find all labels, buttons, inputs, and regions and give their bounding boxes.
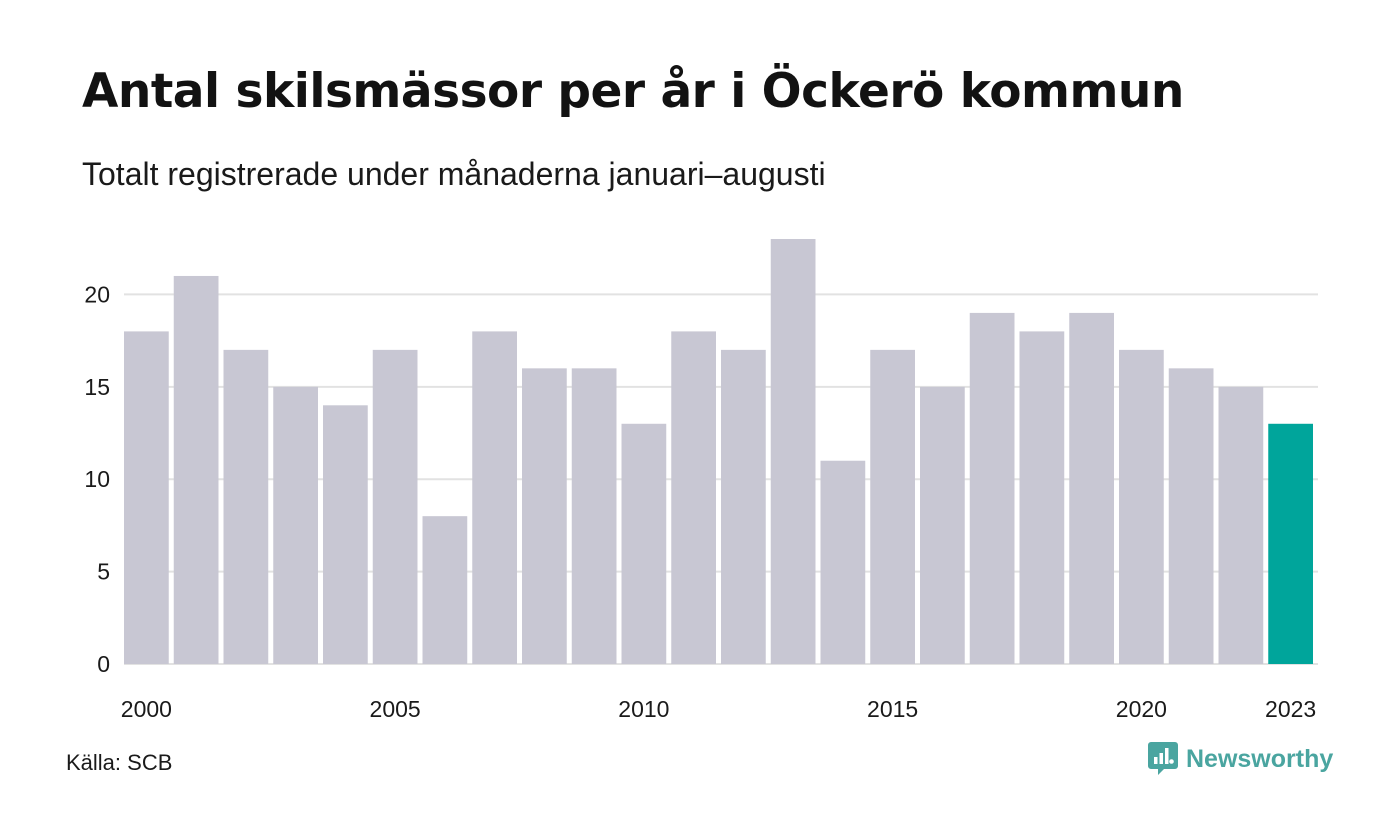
bars (124, 239, 1313, 664)
y-tick-label: 10 (84, 466, 110, 492)
bar-2001 (173, 275, 219, 664)
bar-2021 (1168, 368, 1214, 664)
y-tick-label: 0 (97, 651, 110, 677)
bar-2023 (1268, 423, 1313, 664)
x-axis-ticks: 2000 2005 2010 2015 2020 2023 (121, 696, 1316, 722)
bar-chart: 0 5 10 15 20 2000 2005 2010 2015 2020 2023 (84, 239, 1318, 722)
y-tick-label: 15 (84, 374, 110, 400)
bar-2019 (1069, 312, 1114, 664)
bar-2015 (870, 349, 915, 664)
brand-name: Newsworthy (1186, 744, 1334, 773)
x-tick-label: 2000 (121, 696, 172, 722)
brand-logo[interactable]: Newsworthy (1148, 742, 1333, 776)
bar-2004 (323, 405, 368, 664)
x-tick-label: 2005 (370, 696, 421, 722)
bar-2022 (1218, 386, 1264, 664)
chart-subtitle: Totalt registrerade under månaderna janu… (82, 156, 826, 192)
bar-2010 (621, 423, 667, 664)
bar-2014 (820, 460, 866, 664)
bar-2007 (472, 331, 517, 664)
newsworthy-logo-icon (1148, 742, 1178, 775)
y-tick-label: 5 (97, 559, 110, 585)
bar-2012 (721, 349, 766, 664)
x-tick-label: 2010 (618, 696, 669, 722)
bar-2002 (223, 349, 269, 664)
bar-2006 (422, 516, 468, 664)
bar-2005 (372, 349, 418, 664)
bar-2008 (522, 368, 567, 664)
bar-2000 (124, 331, 169, 664)
y-tick-label: 20 (84, 281, 110, 307)
bar-2003 (273, 386, 318, 664)
bar-2009 (571, 368, 617, 664)
bar-2013 (770, 239, 816, 664)
x-tick-label: 2015 (867, 696, 918, 722)
y-axis-ticks: 0 5 10 15 20 (84, 281, 110, 677)
source-label: Källa: SCB (66, 750, 173, 775)
x-tick-label: 2020 (1116, 696, 1167, 722)
bar-2017 (969, 312, 1015, 664)
x-tick-label: 2023 (1265, 696, 1316, 722)
bar-2011 (671, 331, 716, 664)
bar-2020 (1119, 349, 1164, 664)
chart-title: Antal skilsmässor per år i Öckerö kommun (82, 64, 1184, 119)
bar-2016 (920, 386, 965, 664)
bar-2018 (1019, 331, 1065, 664)
